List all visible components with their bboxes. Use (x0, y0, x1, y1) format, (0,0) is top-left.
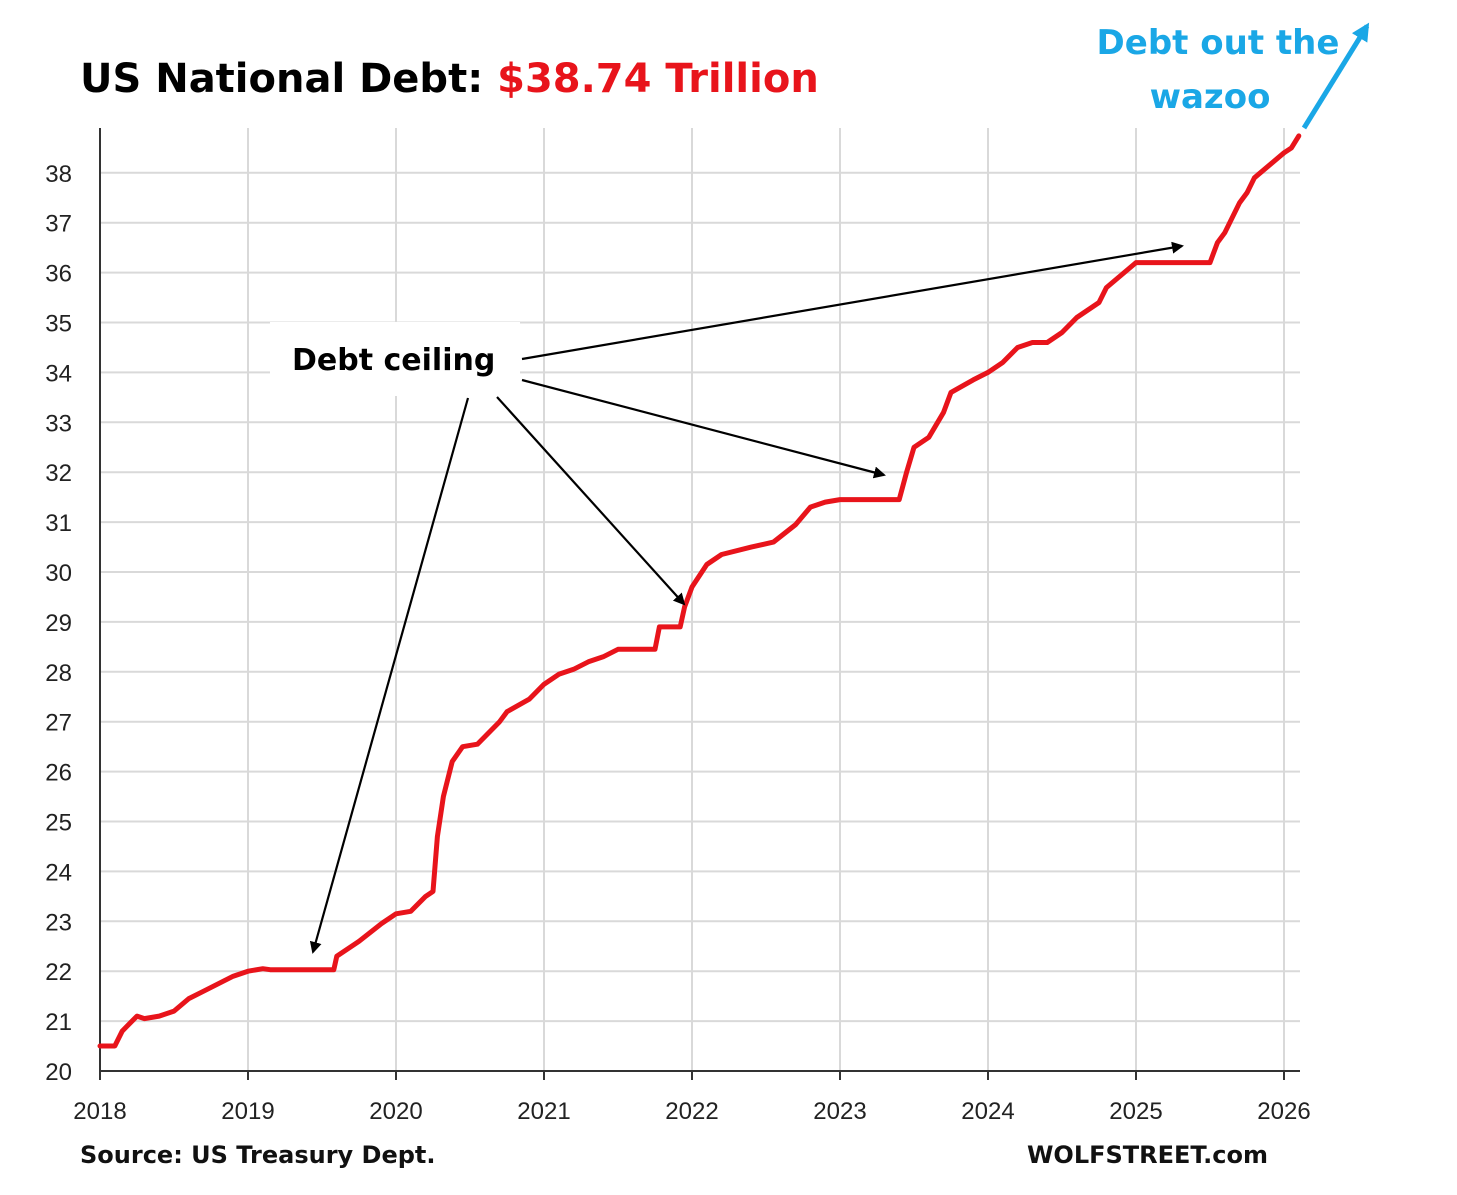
x-tick-label-2026: 2026 (1257, 1098, 1310, 1125)
y-tick-label-32: 32 (45, 460, 72, 487)
x-tick-label-2022: 2022 (665, 1098, 718, 1125)
y-tick-label-25: 25 (45, 810, 72, 837)
x-tick-label-2025: 2025 (1109, 1098, 1162, 1125)
axes: 2021222324252627282930313233343536373820… (45, 128, 1311, 1125)
y-tick-label-38: 38 (45, 161, 72, 188)
debt-ceiling-label: Debt ceiling (292, 343, 495, 378)
y-tick-label-31: 31 (45, 510, 72, 537)
wazoo-label-line1: Debt out the (1097, 23, 1340, 63)
y-tick-label-28: 28 (45, 660, 72, 687)
y-tick-label-29: 29 (45, 610, 72, 637)
wazoo-label-line2: wazoo (1150, 77, 1271, 117)
x-tick-label-2024: 2024 (961, 1098, 1014, 1125)
y-tick-label-27: 27 (45, 710, 72, 737)
y-tick-label-34: 34 (45, 360, 72, 387)
arrow-debt-ceiling-2021 (496, 396, 686, 606)
x-tick-label-2018: 2018 (73, 1098, 126, 1125)
y-tick-label-37: 37 (45, 211, 72, 238)
y-tick-label-22: 22 (45, 959, 72, 986)
arrow-debt-ceiling-2025 (521, 241, 1184, 361)
y-tick-label-24: 24 (45, 859, 72, 886)
source-note: Source: US Treasury Dept. (80, 1141, 436, 1169)
x-tick-label-2019: 2019 (221, 1098, 274, 1125)
y-tick-label-36: 36 (45, 261, 72, 288)
grid (100, 128, 1300, 1071)
title-main: US National Debt: (80, 56, 497, 102)
y-tick-label-30: 30 (45, 560, 72, 587)
plot-area (97, 133, 1302, 1049)
x-tick-label-2023: 2023 (813, 1098, 866, 1125)
callout-box (270, 322, 520, 396)
arrow-debt-ceiling-2019 (309, 397, 470, 954)
chart-title: US National Debt: $38.74 Trillion (80, 56, 819, 102)
arrow-debt-ceiling-2023 (521, 378, 886, 479)
y-tick-label-35: 35 (45, 311, 72, 338)
y-tick-label-33: 33 (45, 410, 72, 437)
x-tick-label-2020: 2020 (369, 1098, 422, 1125)
y-tick-label-20: 20 (45, 1059, 72, 1086)
wazoo-arrow (1301, 22, 1370, 130)
title-value: $38.74 Trillion (497, 56, 819, 102)
y-tick-label-21: 21 (45, 1009, 72, 1036)
debt-series-line (97, 133, 1302, 1049)
y-tick-label-26: 26 (45, 760, 72, 787)
y-tick-label-23: 23 (45, 909, 72, 936)
brand-note: WOLFSTREET.com (1027, 1141, 1268, 1169)
x-tick-label-2021: 2021 (517, 1098, 570, 1125)
